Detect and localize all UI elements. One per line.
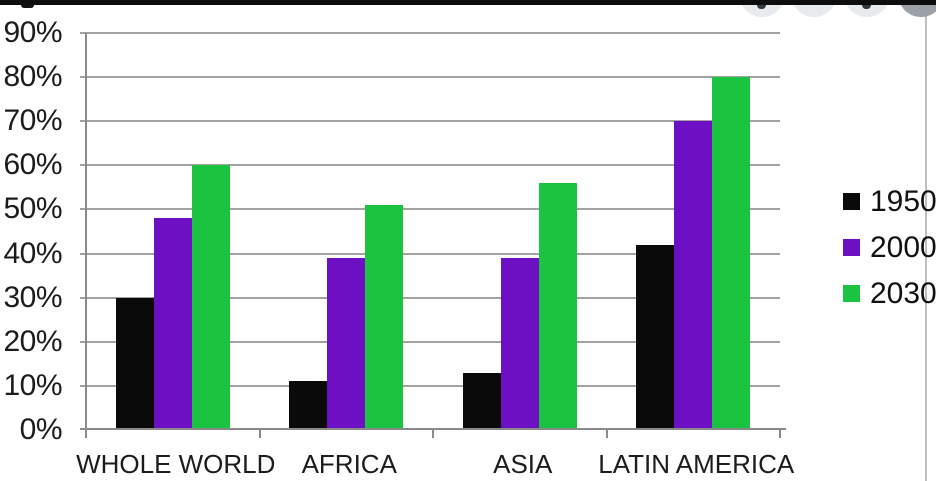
legend-swatch-2000 (843, 239, 860, 256)
x-axis-tick-2 (432, 430, 434, 438)
bar-2030-africa (365, 205, 404, 430)
legend-item-2030: 2030 (843, 278, 936, 309)
y-axis-label-50%: 50% (3, 192, 62, 226)
bar-group-whole-world (86, 33, 260, 430)
x-axis-tick-1 (258, 430, 261, 438)
chart-legend: 1950 2000 2030 (843, 186, 936, 309)
bar-1950-africa (289, 381, 328, 430)
bar-2000-whole-world (153, 218, 192, 430)
gridline-60 (80, 164, 780, 167)
x-axis-label-asia: ASIA (493, 449, 553, 479)
legend-swatch-2030 (843, 285, 860, 302)
y-axis-label-0%: 0% (19, 413, 63, 446)
legend-swatch-1950 (843, 193, 860, 210)
top-edge-bar (0, 0, 936, 5)
gridline-20 (80, 340, 780, 343)
x-axis-label-whole-world: WHOLE WORLD (76, 449, 276, 479)
legend-label-1950: 1950 (870, 185, 936, 218)
bar-chart-plot-area (80, 32, 786, 438)
legend-item-2000: 2000 (843, 232, 936, 263)
y-axis-label-40%: 40% (3, 236, 62, 270)
bar-group-africa (260, 33, 434, 430)
gridline-40 (80, 252, 780, 255)
bar-2030-whole-world (191, 165, 230, 430)
bar-2000-asia (500, 257, 539, 430)
gridline-10 (80, 384, 780, 387)
bar-1950-asia (462, 372, 501, 430)
x-axis-tick-3 (605, 430, 608, 438)
button-glyph-dot-icon (862, 4, 871, 9)
gridline-70 (80, 120, 780, 123)
bar-group-latin-america (607, 33, 781, 430)
y-axis-label-80%: 80% (3, 60, 62, 94)
bar-1950-whole-world (115, 297, 154, 430)
legend-item-1950: 1950 (843, 186, 936, 217)
gridline-50 (80, 208, 780, 211)
button-glyph-dot-icon (757, 4, 766, 9)
bar-2000-latin-america (674, 121, 713, 430)
x-axis-tick-4 (779, 430, 781, 438)
bar-2030-asia (538, 182, 577, 430)
x-axis-label-africa: AFRICA (301, 449, 397, 479)
gridline-30 (80, 296, 780, 299)
y-axis-label-60%: 60% (3, 148, 62, 182)
y-axis-label-90%: 90% (3, 16, 62, 49)
y-axis-label-10%: 10% (3, 368, 62, 402)
y-axis-label-70%: 70% (3, 104, 62, 138)
bar-2000-africa (327, 257, 366, 430)
x-axis-label-latin-america: LATIN AMERICA (598, 449, 795, 479)
gridline-90 (80, 32, 780, 34)
bar-groups (86, 33, 780, 430)
legend-label-2000: 2000 (870, 231, 936, 264)
x-axis-line (80, 428, 786, 430)
legend-label-2030: 2030 (870, 277, 936, 310)
right-edge-divider (925, 0, 927, 481)
y-axis-label-30%: 30% (3, 280, 62, 314)
bar-1950-latin-america (636, 244, 675, 430)
x-axis-tick-0 (85, 430, 87, 438)
bar-group-asia (433, 33, 607, 430)
y-axis-label-20%: 20% (3, 324, 62, 358)
gridline-80 (80, 76, 780, 79)
y-axis-line (85, 33, 87, 430)
bar-2030-latin-america (712, 77, 751, 430)
